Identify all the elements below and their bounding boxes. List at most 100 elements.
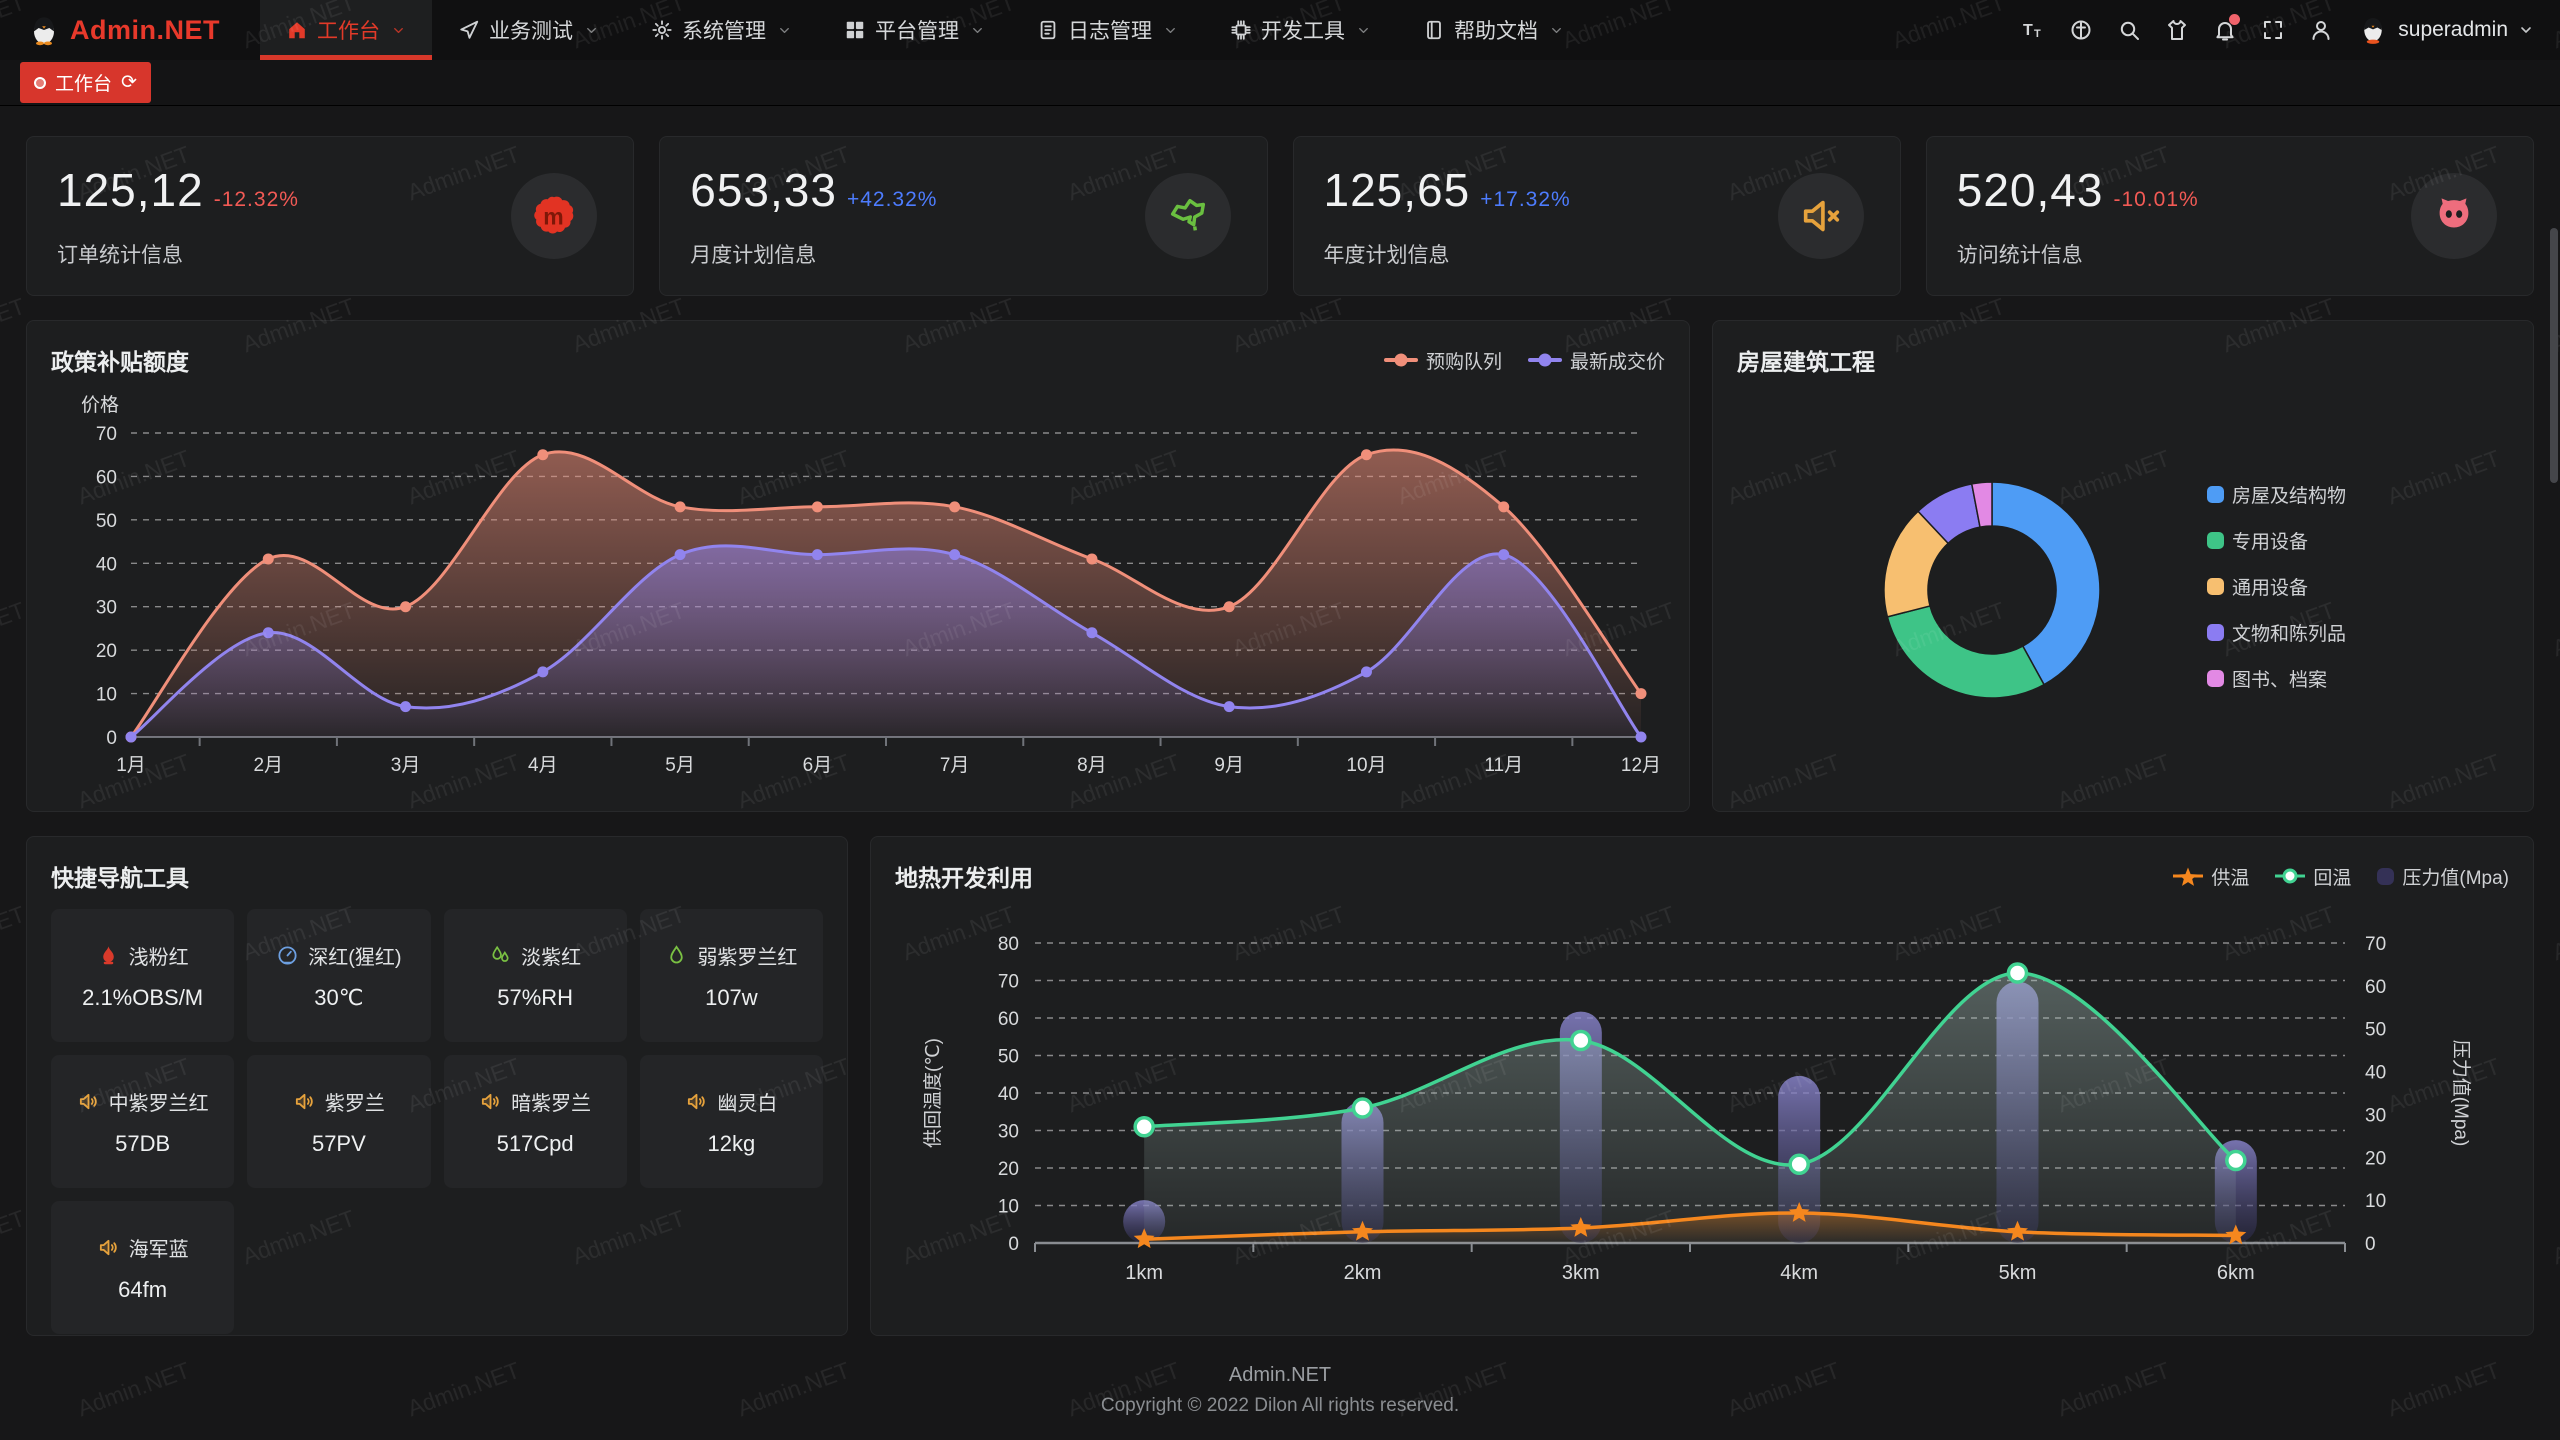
legend-label: 文物和陈列品: [2232, 623, 2347, 645]
nav-menu-item-1[interactable]: 工作台: [260, 0, 432, 60]
home-icon: [286, 19, 308, 41]
nav-menu-item-7[interactable]: 帮助文档: [1397, 0, 1590, 60]
quick-nav-panel: 快捷导航工具 浅粉红 2.1%OBS/M 深红(猩红) 30℃ 淡紫红 57%RH 弱紫罗兰…: [26, 836, 848, 1336]
theme-button[interactable]: [2156, 9, 2198, 51]
geo-legend-item[interactable]: 供温: [2173, 863, 2249, 890]
stat-value: 520,43 -10.01%: [1956, 164, 2199, 216]
nav-menu-item-2[interactable]: 业务测试: [432, 0, 625, 60]
donut-legend-item[interactable]: 文物和陈列品: [2207, 619, 2346, 646]
quick-tile-name: 中紫罗兰红: [108, 1092, 209, 1115]
quick-nav-tile-6[interactable]: 紫罗兰 57PV: [247, 1055, 431, 1188]
stat-delta: -10.01%: [2113, 188, 2199, 211]
legend-label: 最新成交价: [1569, 351, 1665, 373]
legend-item[interactable]: 预购队列: [1383, 347, 1502, 374]
svg-text:12月: 12月: [1621, 755, 1661, 776]
donut-legend-item[interactable]: 图书、档案: [2207, 665, 2346, 692]
donut-legend-item[interactable]: 房屋及结构物: [2207, 481, 2346, 508]
quick-tile-header: 暗紫罗兰: [479, 1087, 591, 1116]
tab-workbench[interactable]: 工作台 ⟳: [20, 62, 151, 103]
refresh-icon[interactable]: ⟳: [121, 72, 137, 93]
nav-menu-item-6[interactable]: 开发工具: [1204, 0, 1397, 60]
legend-label: 预购队列: [1425, 351, 1502, 373]
main-content: 125,12 -12.32% 订单统计信息 m 653,33 +42.32% 月度计划信息 1…: [0, 106, 2560, 1417]
geo-legend-item[interactable]: 回温: [2275, 863, 2351, 890]
svg-text:0: 0: [1008, 1234, 1019, 1255]
quick-tile-name: 幽灵白: [717, 1092, 778, 1115]
line-chart-legend: 预购队列 最新成交价: [1383, 347, 1665, 374]
tab-dot-icon: [34, 76, 46, 89]
svg-text:6月: 6月: [803, 755, 833, 776]
geothermal-chart: 0 10 20 30 40 50 60 70 80 0 10 20 30 40 50 60 70 1km 2km 3k…: [922, 934, 2472, 1284]
notification-button[interactable]: [2204, 9, 2246, 51]
quick-nav-tile-8[interactable]: 幽灵白 12kg: [639, 1055, 823, 1188]
quick-tile-header: 弱紫罗兰红: [665, 941, 797, 970]
stat-label: 月度计划信息: [690, 244, 817, 267]
donut-legend-item[interactable]: 专用设备: [2207, 527, 2346, 554]
svg-text:供回温度(℃): 供回温度(℃): [922, 1038, 944, 1148]
speaker-icon: [293, 1090, 316, 1113]
donut-chart: [1883, 481, 2101, 699]
footer-copyright: Copyright © 2022 Dilon All rights reserv…: [1100, 1395, 1460, 1416]
search-button[interactable]: [2108, 9, 2150, 51]
svg-text:压力值(Mpa): 压力值(Mpa): [2450, 1040, 2472, 1147]
svg-text:9月: 9月: [1214, 755, 1244, 776]
svg-text:30: 30: [96, 598, 117, 619]
legend-swatch-icon: [2207, 623, 2224, 641]
legend-item[interactable]: 最新成交价: [1527, 347, 1665, 374]
svg-text:70: 70: [2365, 934, 2386, 955]
svg-text:40: 40: [998, 1084, 1019, 1105]
language-button[interactable]: [2060, 9, 2102, 51]
svg-text:0: 0: [2365, 1234, 2376, 1255]
svg-text:80: 80: [998, 934, 1019, 955]
svg-text:10: 10: [998, 1197, 1019, 1218]
speaker-mute-icon: [1798, 193, 1844, 239]
legend-swatch-icon: [2207, 669, 2224, 687]
notification-badge: [2229, 14, 2241, 25]
svg-text:1km: 1km: [1125, 1262, 1163, 1284]
stat-label: 访问统计信息: [1956, 244, 2083, 267]
stat-card-3: 125,65 +17.32% 年度计划信息: [1292, 136, 1901, 296]
user-menu[interactable]: superadmin: [2358, 15, 2534, 45]
quick-nav-tile-4[interactable]: 弱紫罗兰红 107w: [639, 909, 823, 1042]
geo-chart-legend: 供温 回温 压力值(Mpa): [2173, 863, 2509, 890]
geo-legend-item[interactable]: 压力值(Mpa): [2377, 863, 2509, 890]
nav-menu-item-3[interactable]: 系统管理: [625, 0, 818, 60]
scrollbar-thumb[interactable]: [2550, 228, 2558, 483]
stat-icon-circle: [1144, 173, 1231, 259]
gear-icon: [651, 19, 673, 41]
chip-icon: [1230, 19, 1252, 41]
quick-nav-tile-9[interactable]: 海军蓝 64fm: [51, 1201, 235, 1334]
quick-nav-tile-5[interactable]: 中紫罗兰红 57DB: [51, 1055, 235, 1188]
tab-bar: 工作台 ⟳: [0, 60, 2560, 106]
svg-text:7月: 7月: [940, 755, 970, 776]
china-map-icon: [1165, 193, 1211, 239]
svg-text:60: 60: [96, 467, 117, 488]
quick-nav-tile-1[interactable]: 浅粉红 2.1%OBS/M: [51, 909, 235, 1042]
quick-nav-tile-2[interactable]: 深红(猩红) 30℃: [247, 909, 431, 1042]
svg-text:40: 40: [96, 554, 117, 575]
send-icon: [458, 19, 480, 41]
quick-tile-value: 57DB: [115, 1130, 171, 1156]
donut-legend-item[interactable]: 通用设备: [2207, 573, 2346, 600]
nav-menu-item-5[interactable]: 日志管理: [1011, 0, 1204, 60]
nav-menu-label: 系统管理: [682, 20, 766, 43]
quick-nav-tile-7[interactable]: 暗紫罗兰 517Cpd: [443, 1055, 627, 1188]
svg-text:T: T: [2034, 28, 2041, 40]
quick-nav-title: 快捷导航工具: [51, 865, 189, 891]
quick-tile-value: 30℃: [314, 984, 364, 1010]
fullscreen-button[interactable]: [2252, 9, 2294, 51]
meetup-splat-icon: m: [531, 193, 577, 239]
brand-logo[interactable]: Admin.NET: [0, 0, 260, 60]
footer-brand: Admin.NET: [1228, 1364, 1332, 1386]
quick-tile-name: 紫罗兰: [324, 1092, 385, 1115]
cat-icon: [2431, 193, 2477, 239]
grid-icon: [844, 19, 866, 41]
quick-tile-value: 64fm: [118, 1276, 168, 1302]
quick-nav-tile-3[interactable]: 淡紫红 57%RH: [443, 909, 627, 1042]
stat-icon-circle: m: [511, 173, 598, 259]
quick-tile-header: 中紫罗兰红: [77, 1087, 209, 1116]
nav-menu-item-4[interactable]: 平台管理: [818, 0, 1011, 60]
profile-button[interactable]: [2300, 9, 2342, 51]
